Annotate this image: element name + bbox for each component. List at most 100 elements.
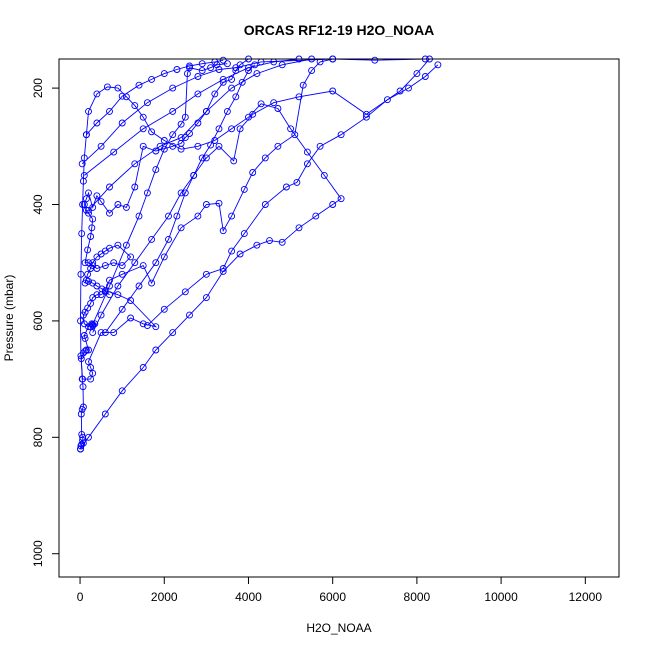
data-point (106, 107, 113, 115)
data-point (101, 262, 109, 270)
data-point (249, 169, 257, 176)
y-axis: 200 400 600 800 1000 (31, 78, 60, 567)
data-point (312, 212, 320, 220)
data-point (202, 270, 210, 278)
data-point (308, 67, 316, 75)
data-point (135, 212, 143, 220)
data-point (186, 311, 193, 319)
data-point (93, 192, 101, 200)
x-axis: 0 2000 4000 6000 8000 10000 12000 (77, 576, 602, 604)
data-point (148, 279, 156, 287)
data-point (173, 212, 181, 220)
data-point (362, 113, 370, 121)
series-line (80, 58, 342, 450)
data-point (143, 322, 151, 330)
series-8 (101, 61, 259, 337)
data-point (240, 185, 248, 193)
data-point (282, 183, 290, 191)
data-point (114, 201, 122, 208)
data-point (143, 189, 151, 197)
data-point (160, 253, 168, 261)
y-tick-label: 1000 (31, 540, 45, 567)
data-point (114, 282, 122, 290)
data-point (114, 291, 122, 299)
data-point (236, 125, 244, 133)
data-point (253, 241, 261, 249)
data-point (148, 128, 156, 136)
data-point (82, 195, 90, 203)
data-point (79, 375, 87, 383)
data-point (219, 75, 227, 83)
data-point (139, 125, 147, 133)
data-point (299, 81, 307, 89)
data-point (78, 160, 86, 168)
data-point (177, 224, 185, 232)
data-point (236, 250, 244, 258)
data-point (89, 259, 97, 267)
data-point (118, 262, 126, 270)
data-point (181, 189, 189, 197)
data-point (169, 84, 177, 92)
data-point (194, 73, 202, 80)
data-point (421, 73, 429, 80)
data-point (85, 346, 92, 354)
data-point (82, 346, 90, 354)
data-point (228, 84, 236, 92)
data-point (80, 332, 88, 339)
data-point (148, 75, 156, 83)
series-line (84, 58, 300, 176)
data-point (93, 119, 101, 127)
data-point (274, 105, 282, 112)
data-point (329, 201, 337, 208)
data-point (219, 56, 227, 64)
series-2 (77, 55, 345, 453)
data-point (223, 107, 231, 115)
data-point (139, 364, 147, 371)
data-point (270, 99, 278, 107)
series-1 (77, 55, 252, 453)
data-point (215, 125, 223, 133)
data-point (238, 78, 246, 86)
series-line (88, 58, 312, 211)
data-point (84, 270, 92, 278)
data-point (213, 61, 221, 69)
data-point (232, 64, 240, 72)
data-point (139, 262, 147, 270)
data-point (77, 317, 84, 325)
data-point (228, 125, 236, 133)
data-point (181, 134, 189, 142)
data-point (81, 334, 89, 342)
data-point (114, 84, 122, 92)
data-point (230, 157, 238, 165)
data-point (139, 142, 147, 150)
data-point (316, 142, 324, 150)
data-point (405, 84, 412, 92)
data-point (85, 358, 92, 366)
data-point (211, 90, 219, 98)
data-point (194, 212, 202, 220)
data-point (110, 329, 118, 337)
data-point (110, 148, 118, 156)
data-point (79, 201, 87, 208)
series-line (104, 64, 256, 333)
data-point (177, 120, 185, 128)
data-point (122, 241, 130, 249)
data-point (266, 237, 273, 245)
data-point (223, 60, 231, 68)
data-point (127, 253, 135, 261)
data-point (303, 160, 311, 168)
data-point (177, 134, 185, 142)
data-point (320, 171, 328, 179)
series-line (92, 63, 228, 325)
data-point (118, 270, 126, 278)
data-point (82, 206, 90, 214)
data-point (89, 215, 97, 223)
data-point (85, 107, 92, 115)
data-point (202, 154, 210, 162)
x-tick-label: 4000 (235, 590, 262, 604)
data-point (181, 113, 189, 121)
data-point (87, 375, 95, 383)
data-point (148, 235, 156, 243)
data-point (228, 212, 236, 220)
